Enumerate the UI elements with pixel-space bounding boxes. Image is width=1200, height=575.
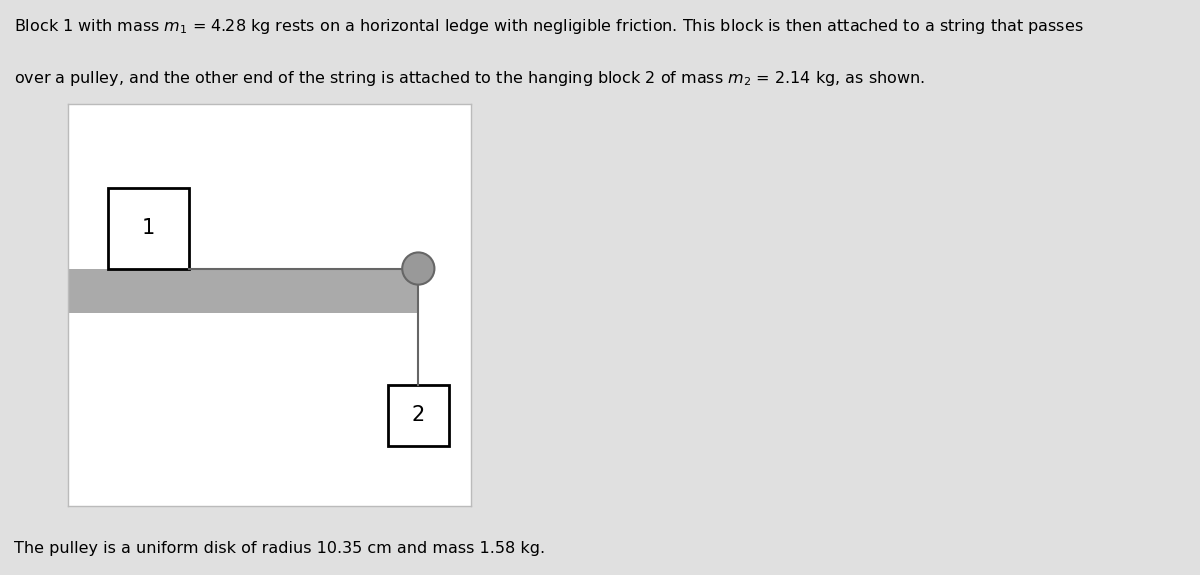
- Text: The pulley is a uniform disk of radius 10.35 cm and mass 1.58 kg.: The pulley is a uniform disk of radius 1…: [14, 540, 546, 555]
- Text: over a pulley, and the other end of the string is attached to the hanging block : over a pulley, and the other end of the …: [14, 69, 925, 88]
- Bar: [388, 385, 449, 446]
- Bar: [108, 188, 188, 269]
- Circle shape: [402, 252, 434, 285]
- Bar: [68, 269, 419, 313]
- Text: 1: 1: [142, 218, 155, 238]
- Text: Block 1 with mass $m_1$ = 4.28 kg rests on a horizontal ledge with negligible fr: Block 1 with mass $m_1$ = 4.28 kg rests …: [14, 17, 1084, 36]
- Text: 2: 2: [412, 405, 425, 426]
